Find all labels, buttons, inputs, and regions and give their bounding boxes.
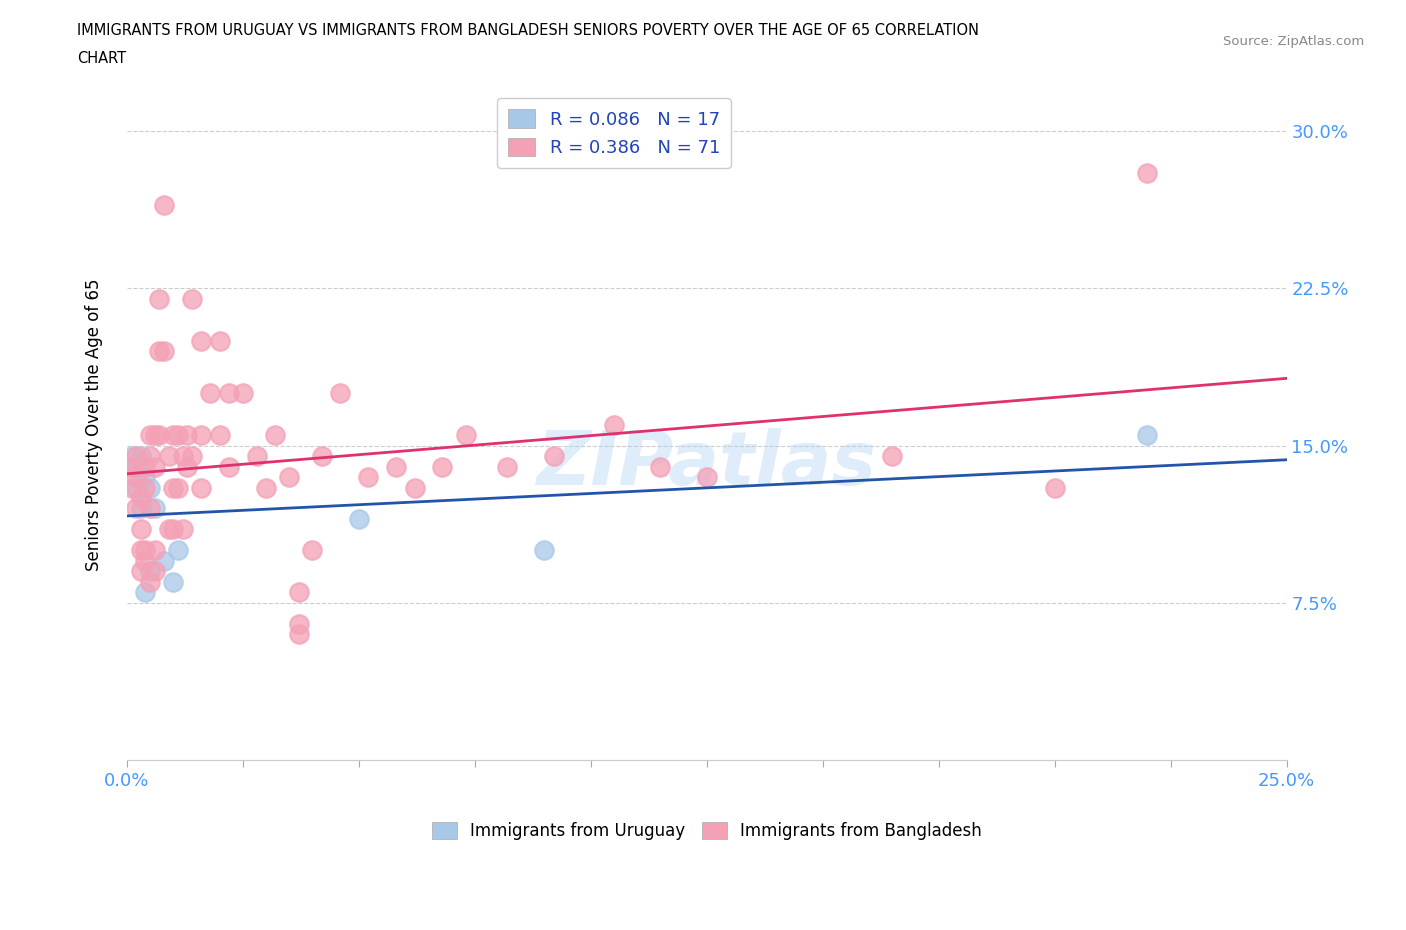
Y-axis label: Seniors Poverty Over the Age of 65: Seniors Poverty Over the Age of 65 <box>86 278 103 571</box>
Point <box>543 448 565 463</box>
Text: CHART: CHART <box>77 51 127 66</box>
Point <box>125 470 148 485</box>
Point <box>125 448 148 463</box>
Point <box>148 428 170 443</box>
Point <box>129 448 152 463</box>
Point <box>232 386 254 401</box>
Point <box>603 418 626 432</box>
Point <box>246 448 269 463</box>
Point <box>208 428 231 443</box>
Point <box>129 543 152 558</box>
Point <box>432 459 454 474</box>
Point <box>129 564 152 578</box>
Point <box>157 522 180 537</box>
Point <box>287 617 309 631</box>
Point <box>176 428 198 443</box>
Point <box>121 480 143 495</box>
Point <box>167 543 190 558</box>
Point <box>121 459 143 474</box>
Point <box>329 386 352 401</box>
Point <box>533 543 555 558</box>
Point <box>167 480 190 495</box>
Point <box>287 627 309 642</box>
Point <box>200 386 222 401</box>
Point <box>134 470 156 485</box>
Point <box>496 459 519 474</box>
Point <box>143 459 166 474</box>
Point <box>190 334 212 349</box>
Point <box>176 459 198 474</box>
Point <box>143 564 166 578</box>
Point <box>121 448 143 463</box>
Point <box>167 428 190 443</box>
Point <box>208 334 231 349</box>
Point <box>129 501 152 516</box>
Point <box>125 480 148 495</box>
Point <box>385 459 408 474</box>
Point <box>143 501 166 516</box>
Point <box>121 459 143 474</box>
Point <box>172 522 194 537</box>
Point <box>139 428 162 443</box>
Point <box>139 448 162 463</box>
Point <box>162 428 184 443</box>
Point <box>301 543 323 558</box>
Point <box>264 428 287 443</box>
Point <box>139 564 162 578</box>
Point <box>218 459 240 474</box>
Point <box>287 585 309 600</box>
Point <box>650 459 672 474</box>
Text: ZIPatlas: ZIPatlas <box>537 429 877 501</box>
Point <box>143 543 166 558</box>
Point <box>254 480 277 495</box>
Point <box>218 386 240 401</box>
Point <box>125 459 148 474</box>
Point <box>162 575 184 590</box>
Point <box>180 291 202 306</box>
Point <box>139 480 162 495</box>
Point <box>153 344 176 359</box>
Point <box>278 470 301 485</box>
Text: Source: ZipAtlas.com: Source: ZipAtlas.com <box>1223 35 1364 48</box>
Point <box>180 448 202 463</box>
Point <box>696 470 718 485</box>
Point <box>134 543 156 558</box>
Legend: Immigrants from Uruguay, Immigrants from Bangladesh: Immigrants from Uruguay, Immigrants from… <box>425 816 988 846</box>
Point <box>190 480 212 495</box>
Point <box>157 448 180 463</box>
Point <box>134 553 156 568</box>
Point <box>1043 480 1066 495</box>
Point <box>153 553 176 568</box>
Point <box>134 585 156 600</box>
Point <box>143 428 166 443</box>
Point <box>357 470 380 485</box>
Point <box>311 448 333 463</box>
Point <box>172 448 194 463</box>
Text: IMMIGRANTS FROM URUGUAY VS IMMIGRANTS FROM BANGLADESH SENIORS POVERTY OVER THE A: IMMIGRANTS FROM URUGUAY VS IMMIGRANTS FR… <box>77 23 980 38</box>
Point <box>139 575 162 590</box>
Point <box>148 344 170 359</box>
Point <box>153 197 176 212</box>
Point <box>404 480 426 495</box>
Point <box>190 428 212 443</box>
Point <box>882 448 904 463</box>
Point <box>129 522 152 537</box>
Point <box>139 501 162 516</box>
Point <box>1136 166 1159 180</box>
Point <box>129 490 152 505</box>
Point <box>454 428 477 443</box>
Point <box>148 291 170 306</box>
Point <box>162 480 184 495</box>
Point <box>125 501 148 516</box>
Point <box>1136 428 1159 443</box>
Point <box>347 512 370 526</box>
Point <box>134 459 156 474</box>
Point <box>134 480 156 495</box>
Point <box>162 522 184 537</box>
